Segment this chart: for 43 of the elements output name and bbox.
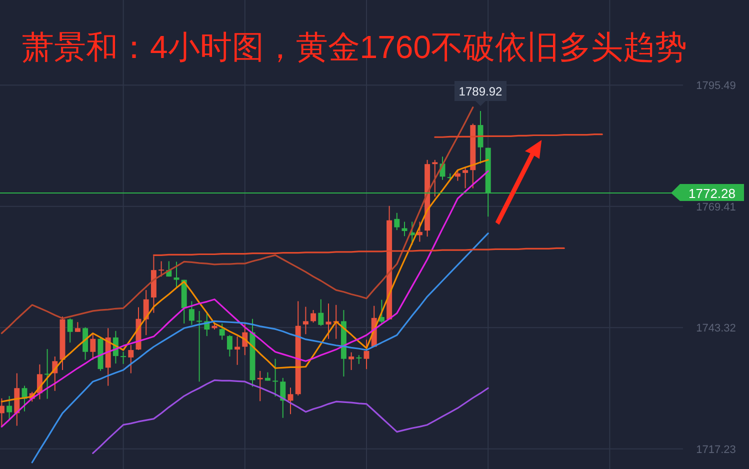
candlestick <box>188 300 194 326</box>
y-tick-label: 1743.32 <box>696 322 736 335</box>
candlestick <box>196 310 202 382</box>
candlestick <box>462 166 468 189</box>
line-series <box>31 232 489 464</box>
candlestick <box>326 303 332 340</box>
candlestick <box>82 326 88 360</box>
candlestick <box>234 336 240 366</box>
y-tick-label: 1795.49 <box>696 80 736 92</box>
candlestick <box>174 261 180 289</box>
candlestick <box>432 159 438 198</box>
candlestick <box>74 322 80 332</box>
candlestick <box>44 348 50 400</box>
line-series <box>152 247 565 256</box>
candlestick <box>356 354 362 364</box>
candlestick <box>143 290 149 336</box>
candlestick <box>272 358 278 397</box>
y-tick-label: 1717.23 <box>696 444 736 456</box>
y-tick-label: 1769.41 <box>696 201 736 214</box>
candlestick <box>280 377 286 418</box>
candlestick <box>257 370 263 402</box>
candlestick <box>348 352 354 370</box>
candlestick <box>90 332 96 360</box>
candlestick <box>128 344 134 374</box>
annotation: 1789.92 <box>458 84 503 98</box>
line-series <box>92 379 489 454</box>
candlestick <box>0 398 4 428</box>
candlestick <box>219 323 225 340</box>
candlestick <box>364 339 370 370</box>
candlestick <box>158 260 164 278</box>
text: 萧景和：4小时图，黄金1760不破依旧多头趋势 <box>22 29 687 65</box>
candlestick <box>67 318 73 344</box>
candlestick <box>6 396 12 421</box>
line-series <box>0 106 474 334</box>
candlestick <box>302 306 308 335</box>
candlestick <box>120 351 126 364</box>
candlestick <box>402 221 408 237</box>
ref-line-label: 1772.28 <box>688 186 736 201</box>
candlestick <box>226 334 232 358</box>
candlestick <box>394 212 400 231</box>
candlestick <box>318 298 324 326</box>
candlestick <box>310 310 316 324</box>
candlestick <box>288 387 294 415</box>
